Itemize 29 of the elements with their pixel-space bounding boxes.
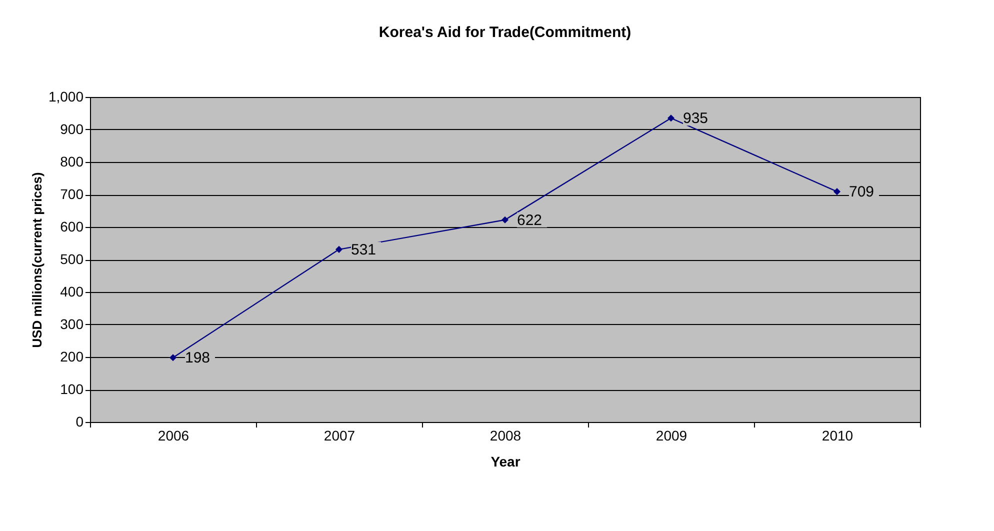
- point: [833, 188, 841, 196]
- y-tick-label: 500: [60, 251, 84, 267]
- y-tick-label: 1,000: [48, 88, 84, 104]
- x-tick-label: 2010: [822, 428, 854, 444]
- y-tick-label: 700: [60, 186, 84, 202]
- y-tick-label: 200: [60, 348, 84, 364]
- point: [169, 354, 177, 362]
- y-tick-label: 0: [76, 414, 84, 430]
- data-label: 198: [185, 350, 210, 367]
- x-tick-label: 2007: [324, 428, 356, 444]
- data-label: 531: [351, 241, 376, 258]
- y-tick-label: 100: [60, 381, 84, 397]
- y-tick-label: 600: [60, 218, 84, 234]
- point: [335, 246, 343, 253]
- chart-title: Korea's Aid for Trade(Commitment): [378, 24, 632, 41]
- x-axis-title: Year: [490, 454, 521, 470]
- point: [501, 216, 509, 224]
- x-tick-label: 2006: [158, 428, 190, 444]
- y-tick-label: 300: [60, 316, 84, 332]
- point: [667, 114, 675, 122]
- data-label: 709: [849, 184, 874, 201]
- x-tick-label: 2008: [490, 428, 522, 444]
- x-tick-label: 2009: [656, 428, 688, 444]
- y-tick-label: 400: [60, 284, 84, 300]
- y-tick-label: 800: [60, 154, 84, 170]
- y-axis-title: USD millions(current prices): [29, 172, 44, 348]
- data-label: 622: [517, 212, 542, 229]
- data-label: 935: [683, 110, 708, 128]
- y-tick-label: 900: [60, 121, 84, 137]
